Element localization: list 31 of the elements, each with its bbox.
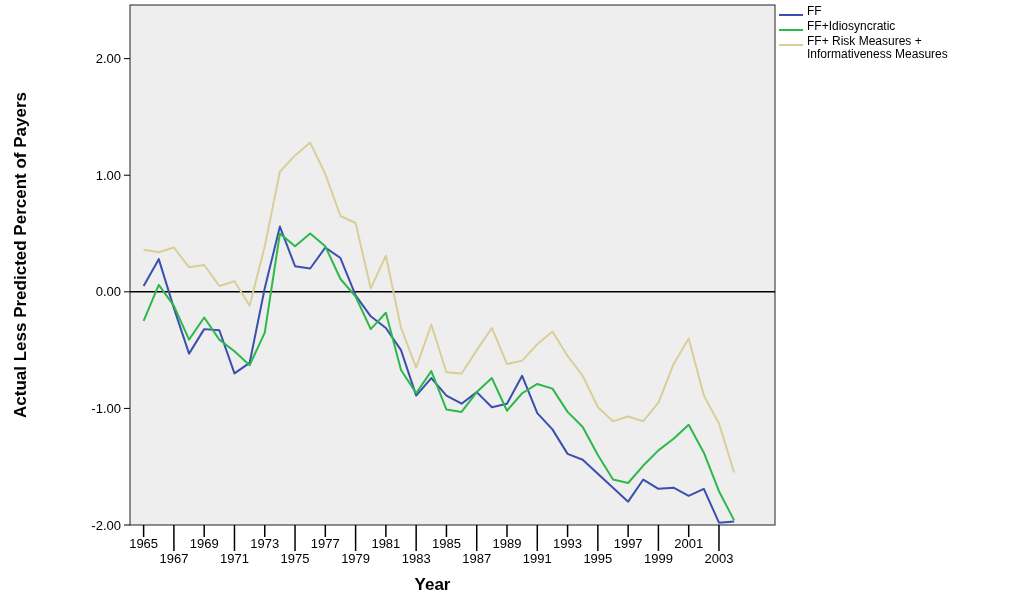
x-tick-label: 1997 (613, 536, 643, 551)
x-tick-label: 1983 (401, 551, 431, 566)
legend-label: FF (807, 4, 822, 18)
y-tick-label: 2.00 (95, 51, 121, 67)
y-tick-label: 1.00 (95, 167, 121, 183)
x-tick-label: 2003 (704, 551, 734, 566)
x-tick-label: 1993 (553, 536, 583, 551)
x-tick-label: 1971 (220, 551, 249, 566)
x-tick-label: 1967 (159, 551, 189, 566)
x-tick-label: 2001 (674, 536, 704, 551)
y-tick-label: -1.00 (91, 400, 121, 416)
x-tick-label: 1985 (431, 536, 461, 551)
x-tick-label: 1977 (310, 536, 340, 551)
x-tick-label: 1987 (462, 551, 492, 566)
legend-label: FF+ Risk Measures + Informativeness Measures (807, 34, 948, 61)
y-axis-title: Actual Less Predicted Percent of Payers (11, 92, 30, 418)
legend-label: FF+Idiosyncratic (807, 19, 896, 33)
x-tick-label: 1965 (129, 536, 159, 551)
x-tick-label: 1975 (280, 551, 310, 566)
x-tick-label: 1973 (250, 536, 280, 551)
line-series (142, 141, 736, 474)
x-tick-label: 1969 (189, 536, 219, 551)
x-tick-label: 1981 (371, 536, 401, 551)
x-tick-label: 1995 (583, 551, 613, 566)
y-tick-label: -2.00 (91, 517, 121, 533)
x-axis-title: Year (414, 575, 451, 594)
y-tick-label: 0.00 (95, 284, 121, 300)
x-tick-label: 1991 (522, 551, 552, 566)
x-tick-label: 1979 (341, 551, 371, 566)
x-tick-label: 1999 (643, 551, 673, 566)
x-tick-label: 1989 (492, 536, 522, 551)
